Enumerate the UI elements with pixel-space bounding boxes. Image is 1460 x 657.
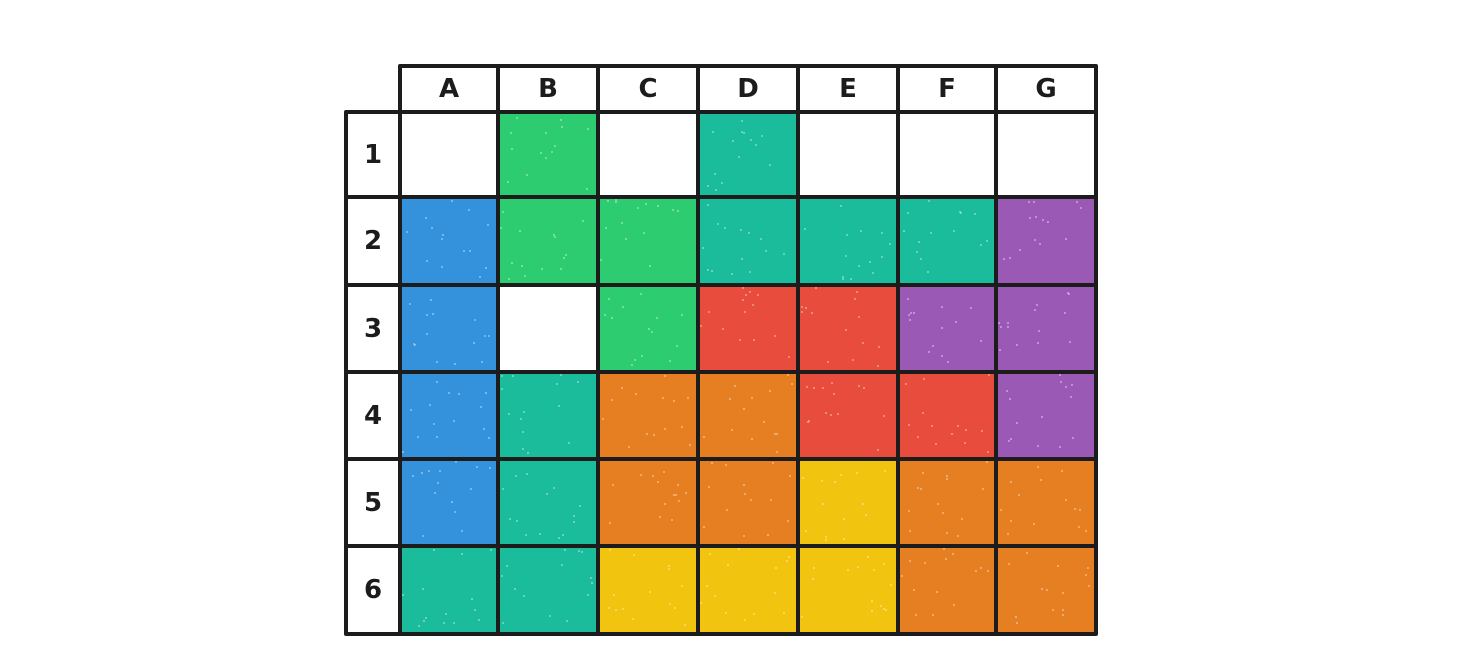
- grid-cell-b2[interactable]: [496, 195, 600, 287]
- grid-cell-f1[interactable]: [896, 110, 998, 199]
- grid-cell-g5[interactable]: [994, 457, 1098, 548]
- column-header-g: G: [994, 64, 1098, 114]
- row-header-1: 1: [344, 110, 402, 199]
- grid-cell-b6[interactable]: [496, 544, 600, 636]
- grid-cell-f3[interactable]: [896, 283, 998, 374]
- grid-cell-d1[interactable]: [696, 110, 800, 199]
- grid-cell-e2[interactable]: [796, 195, 900, 287]
- grid-cell-c6[interactable]: [596, 544, 700, 636]
- grid-cell-d5[interactable]: [696, 457, 800, 548]
- grid-cell-f5[interactable]: [896, 457, 998, 548]
- grid-cell-e4[interactable]: [796, 370, 900, 461]
- grid-cell-g3[interactable]: [994, 283, 1098, 374]
- grid-cell-g1[interactable]: [994, 110, 1098, 199]
- grid-cell-a3[interactable]: [398, 283, 500, 374]
- column-header-b: B: [496, 64, 600, 114]
- grid-cell-a4[interactable]: [398, 370, 500, 461]
- grid-cell-g2[interactable]: [994, 195, 1098, 287]
- grid-cell-a5[interactable]: [398, 457, 500, 548]
- row-header-5: 5: [344, 457, 402, 548]
- grid-cell-f2[interactable]: [896, 195, 998, 287]
- grid-cell-c3[interactable]: [596, 283, 700, 374]
- grid-cell-d2[interactable]: [696, 195, 800, 287]
- grid-cell-e5[interactable]: [796, 457, 900, 548]
- column-header-a: A: [398, 64, 500, 114]
- grid-cell-c4[interactable]: [596, 370, 700, 461]
- grid-cell-c1[interactable]: [596, 110, 700, 199]
- column-header-c: C: [596, 64, 700, 114]
- grid-cell-d3[interactable]: [696, 283, 800, 374]
- grid-cell-b3[interactable]: [496, 283, 600, 374]
- grid-cell-e1[interactable]: [796, 110, 900, 199]
- grid-cell-b5[interactable]: [496, 457, 600, 548]
- grid-cell-f4[interactable]: [896, 370, 998, 461]
- grid-cell-f6[interactable]: [896, 544, 998, 636]
- grid-cell-d4[interactable]: [696, 370, 800, 461]
- row-header-2: 2: [344, 195, 402, 287]
- grid-cell-a1[interactable]: [398, 110, 500, 199]
- row-header-3: 3: [344, 283, 402, 374]
- grid-cell-a2[interactable]: [398, 195, 500, 287]
- column-header-f: F: [896, 64, 998, 114]
- grid-cell-g6[interactable]: [994, 544, 1098, 636]
- grid-cell-g4[interactable]: [994, 370, 1098, 461]
- column-header-d: D: [696, 64, 800, 114]
- grid-cell-b1[interactable]: [496, 110, 600, 199]
- grid-cell-d6[interactable]: [696, 544, 800, 636]
- column-header-e: E: [796, 64, 900, 114]
- grid-cell-b4[interactable]: [496, 370, 600, 461]
- row-header-4: 4: [344, 370, 402, 461]
- grid-cell-e6[interactable]: [796, 544, 900, 636]
- grid-cell-c5[interactable]: [596, 457, 700, 548]
- grid-cell-c2[interactable]: [596, 195, 700, 287]
- grid-cell-e3[interactable]: [796, 283, 900, 374]
- row-header-6: 6: [344, 544, 402, 636]
- grid-cell-a6[interactable]: [398, 544, 500, 636]
